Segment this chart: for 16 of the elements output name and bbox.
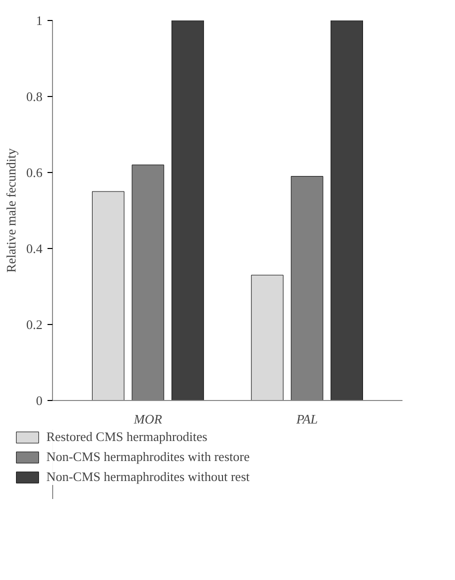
bar (330, 20, 363, 400)
y-tick-label: 0.2 (26, 317, 42, 332)
y-tick-label: 0.8 (26, 89, 42, 104)
y-tick-label: 0 (36, 393, 42, 408)
y-tick-label: 0.4 (26, 241, 43, 256)
y-tick-label: 0.6 (26, 165, 43, 180)
legend-label: Non-CMS hermaphrodites with restore (46, 449, 250, 465)
x-tick-label: PAL (295, 412, 318, 426)
y-tick-label: 1 (36, 13, 42, 28)
bar (172, 20, 204, 400)
legend-label: Non-CMS hermaphrodites without rest (46, 469, 250, 485)
legend-label: Restored CMS hermaphrodites (46, 429, 208, 445)
y-axis-title: Relative male fecundity (3, 148, 18, 273)
x-tick-label: MOR (132, 412, 162, 426)
bar (92, 191, 124, 400)
bar (251, 274, 284, 400)
